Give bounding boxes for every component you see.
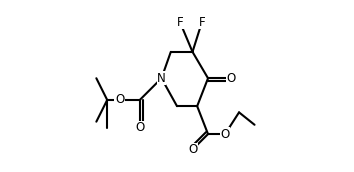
Text: N: N	[157, 72, 166, 85]
Text: O: O	[115, 93, 124, 106]
Text: F: F	[199, 16, 205, 29]
Text: O: O	[188, 143, 197, 156]
Text: F: F	[177, 16, 183, 29]
Text: O: O	[221, 128, 230, 141]
Text: O: O	[227, 72, 236, 85]
Text: O: O	[135, 121, 144, 134]
